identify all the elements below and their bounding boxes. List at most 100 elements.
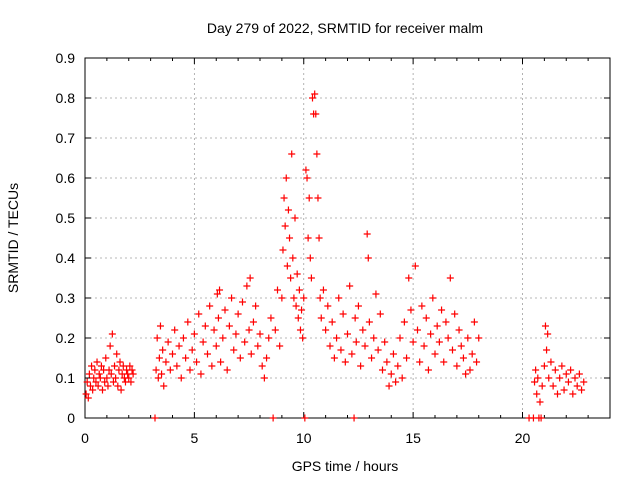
data-point: [433, 322, 441, 330]
data-point: [438, 306, 446, 314]
data-point: [159, 346, 167, 354]
chart-title: Day 279 of 2022, SRMTID for receiver mal…: [207, 20, 483, 36]
data-point: [197, 370, 205, 378]
data-point: [352, 338, 360, 346]
data-point: [348, 350, 356, 358]
data-point: [225, 322, 233, 330]
data-point: [171, 326, 179, 334]
data-point: [473, 358, 481, 366]
data-point: [306, 254, 314, 262]
x-axis-label: GPS time / hours: [292, 458, 399, 474]
data-point: [416, 358, 424, 366]
data-point: [280, 194, 288, 202]
data-point: [216, 286, 224, 294]
data-point: [370, 334, 378, 342]
data-point: [435, 338, 443, 346]
data-point: [314, 194, 322, 202]
data-point: [351, 314, 359, 322]
data-point: [532, 366, 540, 374]
data-point: [446, 274, 454, 282]
data-point: [113, 350, 121, 358]
data-point: [567, 366, 575, 374]
data-point: [537, 414, 545, 422]
data-point: [333, 334, 341, 342]
y-tick-label: 0.8: [56, 90, 76, 106]
x-tick-label: 15: [405, 430, 421, 446]
data-point: [184, 318, 192, 326]
data-point: [536, 398, 544, 406]
data-point: [541, 322, 549, 330]
data-point: [468, 350, 476, 358]
data-point: [394, 362, 402, 370]
data-point: [287, 274, 295, 282]
data-point: [213, 290, 221, 298]
data-point: [381, 338, 389, 346]
data-point: [99, 386, 106, 394]
data-point: [293, 270, 301, 278]
data-point: [162, 358, 170, 366]
data-point: [543, 346, 551, 354]
data-point: [236, 354, 244, 362]
data-point: [464, 334, 472, 342]
x-tick-label: 20: [515, 430, 531, 446]
data-point: [444, 334, 452, 342]
data-point: [405, 274, 413, 282]
y-tick-label: 0.9: [56, 50, 76, 66]
data-point: [109, 378, 117, 386]
data-point: [459, 354, 467, 362]
data-point: [309, 94, 316, 102]
data-point: [442, 318, 450, 326]
data-point: [364, 254, 372, 262]
data-point: [429, 294, 437, 302]
data-point: [254, 342, 262, 350]
data-point: [101, 378, 109, 386]
data-point: [383, 358, 391, 366]
data-point: [544, 330, 552, 338]
data-point: [462, 370, 470, 378]
data-point: [90, 374, 98, 382]
data-point: [560, 386, 568, 394]
data-point: [286, 234, 294, 242]
data-point: [303, 174, 311, 182]
data-point: [396, 334, 404, 342]
data-point: [305, 194, 313, 202]
data-point: [206, 302, 214, 310]
data-point: [431, 350, 439, 358]
data-point: [315, 234, 323, 242]
data-point: [296, 326, 304, 334]
data-point: [354, 302, 362, 310]
data-point: [440, 358, 448, 366]
data-point: [330, 354, 338, 362]
data-point: [301, 414, 309, 422]
data-point: [164, 338, 172, 346]
data-point: [298, 306, 306, 314]
data-point: [389, 350, 397, 358]
data-point: [307, 274, 315, 282]
data-point: [169, 350, 176, 358]
data-point: [575, 370, 583, 378]
data-point: [363, 230, 371, 238]
data-point: [127, 378, 135, 386]
data-point: [578, 386, 586, 394]
data-point: [128, 366, 136, 374]
data-point: [175, 342, 183, 350]
data-point: [282, 174, 290, 182]
data-point: [103, 374, 111, 382]
data-point: [258, 362, 266, 370]
data-point: [424, 366, 432, 374]
data-point: [304, 234, 312, 242]
data-point: [204, 350, 211, 358]
data-point: [418, 302, 426, 310]
data-point: [234, 310, 242, 318]
data-point: [217, 358, 225, 366]
data-point: [152, 366, 160, 374]
data-point: [571, 374, 579, 382]
y-axis-label: SRMTID / TECUs: [5, 183, 21, 293]
data-point: [554, 390, 561, 398]
data-point: [116, 358, 124, 366]
y-tick-label: 0.2: [56, 330, 76, 346]
data-point: [283, 262, 291, 270]
data-point: [190, 330, 198, 338]
data-point: [91, 366, 99, 374]
data-point: [350, 414, 358, 422]
